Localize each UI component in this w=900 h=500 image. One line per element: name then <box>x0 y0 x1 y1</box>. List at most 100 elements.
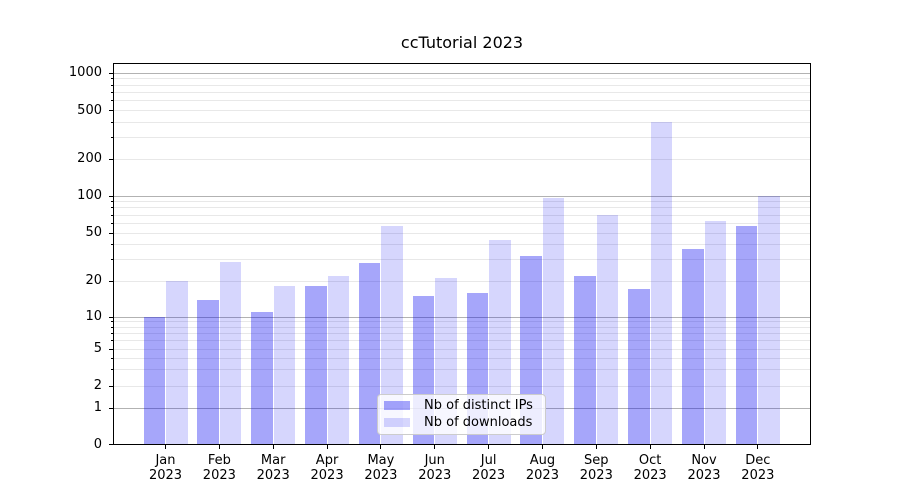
x-tick-label-feb: Feb 2023 <box>202 453 236 483</box>
y-minor-tick-mark <box>110 259 113 261</box>
minor-gridline <box>113 100 810 102</box>
chart-title: ccTutorial 2023 <box>400 33 524 52</box>
minor-gridline <box>113 321 810 323</box>
minor-gridline <box>113 326 810 328</box>
x-tick-label-dec: Dec 2023 <box>741 453 775 483</box>
y-tick-label: 200 <box>77 151 102 166</box>
legend-entry-distinct-ips: Nb of distinct IPs <box>378 398 545 414</box>
bar-downloads-jan <box>166 281 188 445</box>
bar-downloads-sep <box>596 215 619 445</box>
y-tick-label: 500 <box>77 102 102 118</box>
y-tick-label: 20 <box>85 273 102 288</box>
y-minor-tick-mark <box>110 244 113 246</box>
bar-downloads-nov <box>704 220 726 445</box>
x-tick-mark <box>434 444 436 449</box>
bar-distinct-ips-mar <box>251 312 273 445</box>
bar-downloads-feb <box>219 261 242 445</box>
minor-gridline <box>113 84 810 86</box>
y-tick-mark <box>108 158 113 160</box>
y-tick-mark <box>108 72 113 74</box>
y-minor-tick-mark <box>110 332 113 334</box>
legend-label-downloads: Nb of downloads <box>424 414 533 430</box>
x-tick-mark <box>757 444 759 449</box>
minor-gridline <box>113 201 810 203</box>
y-minor-tick-mark <box>110 100 113 102</box>
bar-downloads-may <box>381 226 403 445</box>
minor-gridline <box>113 369 810 371</box>
y-tick-label: 0 <box>93 436 102 452</box>
y-tick-mark <box>108 444 113 445</box>
bar-distinct-ips-feb <box>197 299 219 445</box>
y-tick-label: 2 <box>93 378 102 393</box>
y-tick-mark <box>108 110 113 111</box>
y-minor-tick-mark <box>110 201 113 203</box>
minor-gridline <box>113 332 810 334</box>
y-minor-tick-mark <box>110 340 113 342</box>
y-tick-label: 10 <box>85 309 102 324</box>
bar-downloads-aug <box>542 197 565 445</box>
y-minor-tick-mark <box>110 78 113 80</box>
bar-downloads-jul <box>489 239 511 445</box>
x-tick-mark <box>595 444 597 449</box>
x-tick-mark <box>541 444 543 449</box>
bar-downloads-oct <box>650 122 673 445</box>
x-tick-label-apr: Apr 2023 <box>310 453 344 483</box>
y-minor-tick-mark <box>110 137 113 139</box>
minor-gridline <box>113 357 810 359</box>
x-tick-label-nov: Nov 2023 <box>687 453 721 483</box>
x-tick-label-may: May 2023 <box>364 453 398 483</box>
y-minor-tick-mark <box>110 84 113 86</box>
minor-gridline <box>113 110 810 111</box>
minor-gridline <box>113 207 810 209</box>
bar-distinct-ips-apr <box>305 286 327 445</box>
minor-gridline <box>113 385 810 387</box>
bar-distinct-ips-nov <box>682 248 704 445</box>
y-tick-mark <box>108 195 113 197</box>
y-minor-tick-mark <box>110 91 113 93</box>
y-minor-tick-mark <box>110 222 113 224</box>
y-tick-mark <box>108 280 113 282</box>
x-tick-label-jun: Jun 2023 <box>418 453 452 483</box>
x-tick-mark <box>165 444 166 449</box>
bar-downloads-mar <box>273 286 296 445</box>
minor-gridline <box>113 232 810 234</box>
y-minor-tick-mark <box>110 214 113 216</box>
legend-swatch-distinct-ips <box>384 401 410 410</box>
y-tick-label: 1 <box>93 400 102 415</box>
minor-gridline <box>113 348 810 350</box>
y-tick-label: 100 <box>77 188 102 203</box>
minor-gridline <box>113 91 810 93</box>
bar-distinct-ips-may <box>358 263 381 445</box>
bar-downloads-apr <box>327 276 350 445</box>
minor-gridline <box>113 121 810 123</box>
major-gridline <box>113 316 810 318</box>
y-minor-tick-mark <box>110 326 113 328</box>
y-tick-mark <box>108 232 113 234</box>
minor-gridline <box>113 259 810 261</box>
bar-distinct-ips-dec <box>735 226 758 445</box>
bar-distinct-ips-sep <box>574 276 596 445</box>
y-tick-mark <box>108 385 113 387</box>
y-tick-mark <box>108 407 113 409</box>
legend-label-distinct-ips: Nb of distinct IPs <box>424 397 533 413</box>
x-tick-label-jan: Jan 2023 <box>148 453 183 483</box>
y-tick-mark <box>108 348 113 350</box>
minor-gridline <box>113 222 810 224</box>
legend-entry-downloads: Nb of downloads <box>378 415 545 431</box>
bar-downloads-dec <box>758 196 780 445</box>
y-minor-tick-mark <box>110 121 113 123</box>
minor-gridline <box>113 158 810 160</box>
minor-gridline <box>113 340 810 342</box>
y-tick-label: 5 <box>93 341 102 356</box>
minor-gridline <box>113 78 810 80</box>
x-tick-mark <box>649 444 651 449</box>
minor-gridline <box>113 280 810 282</box>
x-tick-label-jul: Jul 2023 <box>472 453 506 483</box>
major-gridline <box>113 195 810 197</box>
x-tick-label-sep: Sep 2023 <box>579 453 613 483</box>
x-tick-label-aug: Aug 2023 <box>525 453 559 483</box>
minor-gridline <box>113 214 810 216</box>
